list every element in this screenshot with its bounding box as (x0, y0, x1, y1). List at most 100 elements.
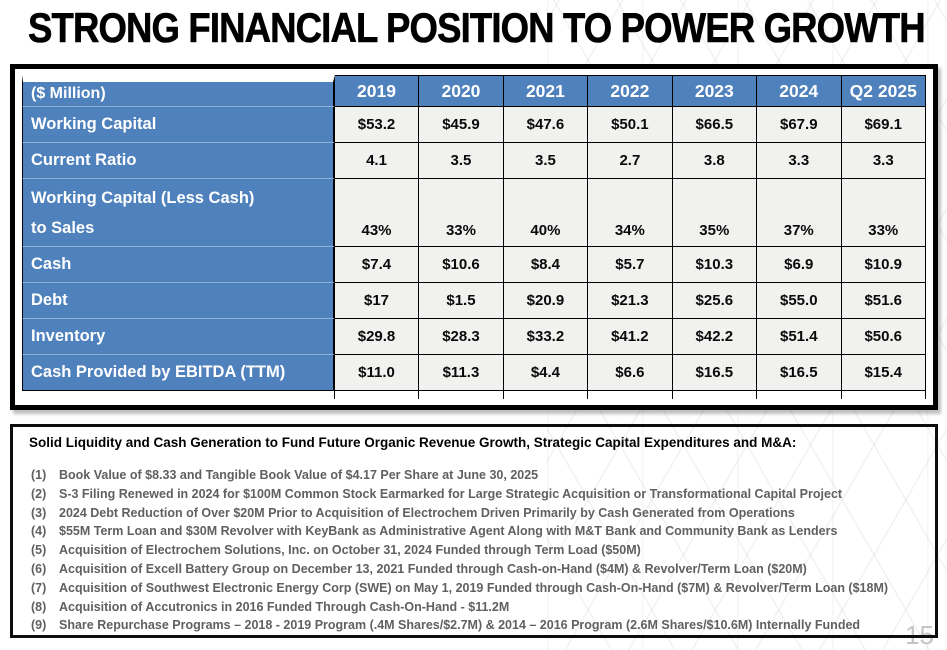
note-number: (6) (31, 561, 47, 576)
value-cell: 33% (841, 179, 926, 247)
column-header-q2-2025: Q2 2025 (841, 75, 926, 107)
value-cell: 3.5 (503, 143, 589, 179)
value-cell: $8.4 (503, 247, 589, 283)
table-row-working-capital: Working Capital $53.2 $45.9 $47.6 $50.1 … (22, 107, 926, 143)
value-cell: 4.1 (334, 143, 420, 179)
value-cell: $20.9 (503, 283, 589, 319)
value-cell: $11.0 (334, 355, 420, 391)
value-cell: $6.6 (588, 355, 673, 391)
value-cell: 3.8 (672, 143, 758, 179)
note-number: (2) (31, 486, 47, 501)
value-cell: $55.0 (757, 283, 842, 319)
note-number: (3) (31, 505, 47, 520)
value-cell: $29.8 (334, 319, 420, 355)
metric-label-cell: Cash (22, 247, 335, 283)
value-cell: 3.5 (419, 143, 504, 179)
note-text: Acquisition of Excell Battery Group on D… (59, 561, 807, 576)
value-cell: $51.4 (757, 319, 842, 355)
note-text: Acquisition of Southwest Electronic Ener… (59, 580, 889, 595)
value-cell: $7.4 (334, 247, 420, 283)
column-header-unit: ($ Million) (22, 75, 335, 107)
note-number: (4) (31, 524, 47, 539)
value-cell: $28.3 (419, 319, 504, 355)
value-cell: $10.3 (672, 247, 758, 283)
column-header-2024: 2024 (757, 75, 842, 107)
column-header-2019: 2019 (334, 75, 420, 107)
table-filler-row (22, 391, 926, 399)
note-text: Acquisition of Electrochem Solutions, In… (59, 543, 641, 558)
notes-list: (1) Book Value of $8.33 and Tangible Boo… (31, 466, 925, 635)
value-cell: $5.7 (588, 247, 673, 283)
column-header-2022: 2022 (588, 75, 673, 107)
value-cell: $1.5 (419, 283, 504, 319)
metric-label-cell: Working Capital (22, 107, 335, 143)
table-row-cash-provided-by-ebitda: Cash Provided by EBITDA (TTM) $11.0 $11.… (22, 355, 926, 391)
table-header-row: ($ Million) 2019 2020 2021 2022 2023 202… (22, 75, 926, 107)
value-cell: $33.2 (503, 319, 589, 355)
value-cell: $4.4 (503, 355, 589, 391)
value-cell: $53.2 (334, 107, 420, 143)
page-title: STRONG FINANCIAL POSITION TO POWER GROWT… (28, 4, 926, 52)
metric-label-cell: Cash Provided by EBITDA (TTM) (22, 355, 335, 391)
value-cell: 43% (334, 179, 420, 247)
value-cell: 34% (588, 179, 673, 247)
value-cell: $17 (334, 283, 420, 319)
value-cell: $25.6 (672, 283, 758, 319)
column-header-2023: 2023 (672, 75, 758, 107)
notes-heading: Solid Liquidity and Cash Generation to F… (29, 435, 797, 450)
note-item-2: (2) S-3 Filing Renewed in 2024 for $100M… (31, 485, 925, 504)
value-cell: $6.9 (757, 247, 842, 283)
note-text: $55M Term Loan and $30M Revolver with Ke… (59, 524, 838, 539)
value-cell: $66.5 (672, 107, 758, 143)
column-header-2020: 2020 (419, 75, 504, 107)
metric-label-cell: Working Capital (Less Cash) to Sales (22, 179, 335, 247)
note-item-1: (1) Book Value of $8.33 and Tangible Boo… (31, 466, 925, 485)
value-cell: 35% (672, 179, 758, 247)
value-cell: 40% (503, 179, 589, 247)
value-cell: $16.5 (757, 355, 842, 391)
value-cell: $69.1 (841, 107, 926, 143)
table-row-wc-less-cash-to-sales: Working Capital (Less Cash) to Sales 43%… (22, 179, 926, 247)
value-cell: 37% (757, 179, 842, 247)
note-text: S-3 Filing Renewed in 2024 for $100M Com… (59, 486, 843, 501)
note-number: (5) (31, 543, 47, 558)
metric-label-cell: Inventory (22, 319, 335, 355)
note-item-5: (5) Acquisition of Electrochem Solutions… (31, 541, 925, 560)
value-cell: $51.6 (841, 283, 926, 319)
table-row-inventory: Inventory $29.8 $28.3 $33.2 $41.2 $42.2 … (22, 319, 926, 355)
financial-table-frame: ($ Million) 2019 2020 2021 2022 2023 202… (10, 64, 938, 410)
table-row-cash: Cash $7.4 $10.6 $8.4 $5.7 $10.3 $6.9 $10… (22, 247, 926, 283)
value-cell: $21.3 (588, 283, 673, 319)
table-row-current-ratio: Current Ratio 4.1 3.5 3.5 2.7 3.8 3.3 3.… (22, 143, 926, 179)
note-item-8: (8) Acquisition of Accutronics in 2016 F… (31, 598, 925, 617)
note-text: Acquisition of Accutronics in 2016 Funde… (59, 599, 510, 614)
value-cell: 3.3 (841, 143, 926, 179)
note-text: Book Value of $8.33 and Tangible Book Va… (59, 468, 539, 482)
note-item-7: (7) Acquisition of Southwest Electronic … (31, 579, 925, 598)
note-item-6: (6) Acquisition of Excell Battery Group … (31, 560, 925, 579)
value-cell: $15.4 (841, 355, 926, 391)
notes-box: Solid Liquidity and Cash Generation to F… (10, 424, 938, 638)
value-cell: $10.6 (419, 247, 504, 283)
column-header-2021: 2021 (503, 75, 589, 107)
note-text: Share Repurchase Programs – 2018 - 2019 … (59, 618, 861, 633)
value-cell: 2.7 (588, 143, 673, 179)
value-cell: $67.9 (757, 107, 842, 143)
table-row-debt: Debt $17 $1.5 $20.9 $21.3 $25.6 $55.0 $5… (22, 283, 926, 319)
note-item-3: (3) 2024 Debt Reduction of Over $20M Pri… (31, 504, 925, 523)
value-cell: $50.6 (841, 319, 926, 355)
financial-table: ($ Million) 2019 2020 2021 2022 2023 202… (22, 75, 926, 399)
note-number: (9) (31, 618, 47, 633)
note-number: (7) (31, 580, 47, 595)
note-item-9: (9) Share Repurchase Programs – 2018 - 2… (31, 616, 925, 635)
value-cell: $45.9 (419, 107, 504, 143)
note-item-4: (4) $55M Term Loan and $30M Revolver wit… (31, 522, 925, 541)
note-text: 2024 Debt Reduction of Over $20M Prior t… (59, 505, 795, 520)
metric-label-cell: Current Ratio (22, 143, 335, 179)
value-cell: $47.6 (503, 107, 589, 143)
value-cell: $11.3 (419, 355, 504, 391)
value-cell: $16.5 (672, 355, 758, 391)
value-cell: $50.1 (588, 107, 673, 143)
value-cell: $42.2 (672, 319, 758, 355)
